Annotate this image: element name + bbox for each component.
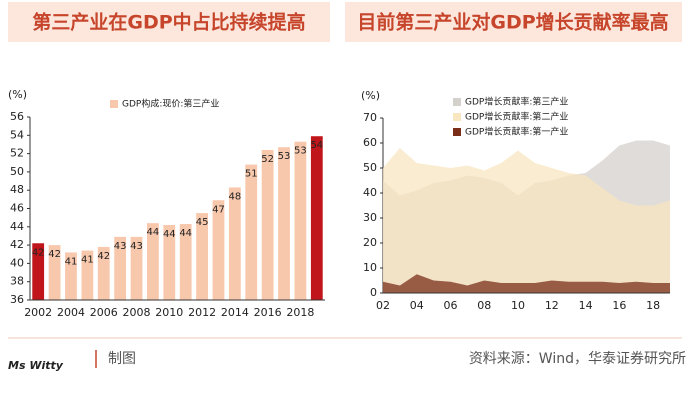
- bar: [245, 164, 258, 300]
- value-label: 41: [81, 255, 94, 266]
- legend-swatch: [453, 113, 461, 121]
- legend-label: GDP增长贡献率:第三产业: [465, 96, 568, 108]
- bar: [32, 243, 45, 300]
- bar: [130, 236, 143, 300]
- x-tick-label: 2014: [221, 306, 249, 319]
- footer-note: 制图: [108, 351, 136, 367]
- value-label: 41: [65, 256, 78, 267]
- x-tick-label: 2012: [188, 306, 216, 319]
- y-tick-label: 60: [363, 136, 377, 149]
- y-tick-label: 40: [363, 186, 377, 199]
- bar: [163, 224, 176, 300]
- chart-title: 第三产业在GDP中占比持续提高: [32, 11, 305, 34]
- chart-title: 目前第三产业对GDP增长贡献率最高: [357, 11, 668, 34]
- value-label: 43: [114, 241, 127, 252]
- bar: [228, 187, 241, 300]
- bar: [212, 200, 225, 300]
- y-tick-label: 20: [363, 236, 377, 249]
- y-tick-label: 42: [10, 238, 24, 251]
- x-tick-label: 2004: [57, 306, 85, 319]
- bar: [81, 250, 94, 300]
- source: 资料来源：Wind，华泰证券研究所: [469, 351, 686, 367]
- y-tick-label: 48: [10, 183, 24, 196]
- value-label: 45: [196, 217, 209, 228]
- value-label: 54: [310, 140, 323, 151]
- value-label: 47: [212, 204, 225, 215]
- value-label: 44: [163, 229, 176, 240]
- y-unit: (%): [8, 88, 27, 101]
- y-tick-label: 50: [10, 165, 24, 178]
- y-tick-label: 44: [10, 220, 24, 233]
- x-tick-label: 2002: [24, 306, 52, 319]
- x-tick-label: 14: [579, 299, 593, 312]
- legend-label: GDP增长贡献率:第一产业: [465, 126, 568, 138]
- logo: Ms Witty: [8, 359, 64, 372]
- y-tick-label: 36: [10, 293, 24, 306]
- value-label: 44: [179, 228, 192, 239]
- x-tick-label: 12: [545, 299, 559, 312]
- x-tick-label: 18: [646, 299, 660, 312]
- value-label: 42: [32, 247, 45, 258]
- x-tick-label: 2006: [90, 306, 118, 319]
- x-tick-label: 02: [376, 299, 390, 312]
- value-label: 42: [97, 251, 110, 262]
- x-tick-label: 2016: [254, 306, 282, 319]
- y-tick-label: 0: [370, 286, 377, 299]
- x-tick-label: 04: [410, 299, 424, 312]
- y-tick-label: 50: [363, 161, 377, 174]
- area: [383, 274, 670, 293]
- legend-swatch: [453, 98, 461, 106]
- x-tick-label: 10: [511, 299, 525, 312]
- header-bar: [345, 2, 682, 42]
- y-tick-label: 70: [363, 111, 377, 124]
- x-tick-label: 06: [444, 299, 458, 312]
- value-label: 53: [278, 151, 291, 162]
- y-unit: (%): [361, 89, 380, 102]
- bar: [114, 236, 127, 300]
- y-tick-label: 46: [10, 202, 24, 215]
- value-label: 51: [245, 169, 258, 180]
- y-tick-label: 52: [10, 147, 24, 160]
- legend-swatch: [453, 128, 461, 136]
- bar: [196, 213, 208, 300]
- bar: [97, 246, 110, 300]
- y-tick-label: 40: [10, 256, 24, 269]
- bar: [294, 141, 307, 300]
- y-tick-label: 30: [363, 211, 377, 224]
- bar: [48, 245, 61, 300]
- y-tick-label: 10: [363, 261, 377, 274]
- value-label: 53: [294, 146, 307, 157]
- bar: [261, 149, 274, 300]
- header-bar: [8, 2, 330, 42]
- legend-label: GDP构成:现价:第三产业: [122, 98, 219, 110]
- x-tick-label: 08: [477, 299, 491, 312]
- y-tick-label: 54: [10, 128, 24, 141]
- bar: [310, 136, 323, 300]
- x-tick-label: 2008: [123, 306, 151, 319]
- value-label: 52: [261, 154, 274, 165]
- bar: [179, 224, 192, 300]
- x-tick-label: 16: [612, 299, 626, 312]
- x-tick-label: 2010: [155, 306, 183, 319]
- legend-label: GDP增长贡献率:第二产业: [465, 111, 568, 123]
- legend-swatch: [110, 100, 118, 108]
- y-tick-label: 56: [10, 110, 24, 123]
- bar: [65, 252, 77, 300]
- bar: [278, 147, 290, 300]
- y-tick-label: 38: [10, 275, 24, 288]
- bar: [147, 223, 159, 300]
- value-label: 42: [48, 249, 61, 260]
- value-label: 48: [228, 191, 241, 202]
- value-label: 43: [130, 241, 143, 252]
- value-label: 44: [147, 227, 160, 238]
- x-tick-label: 2018: [286, 306, 314, 319]
- area: [383, 148, 670, 293]
